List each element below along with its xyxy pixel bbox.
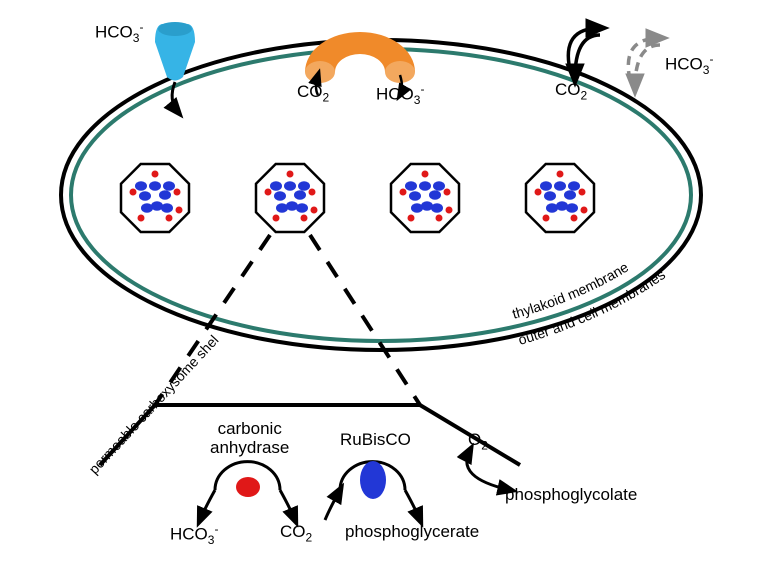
rubisco-arrow-left [325,490,340,520]
label-phosphoglycerate: phosphoglycerate [345,522,479,542]
carboxysome [391,164,459,232]
carboxysome [256,164,324,232]
anhydrase-arrow-right [280,490,295,520]
diagram-stage: thylakoid membrane outer and cell membra… [0,0,763,576]
label-rubisco: RuBisCO [340,430,411,450]
label-detail-co2: CO2 [280,522,312,544]
anhydrase-arrow-left [200,490,215,520]
label-hco3-mid: HCO3- [376,82,424,107]
carboxysome [121,164,189,232]
detail-shell [100,405,520,465]
label-o2: O2 [468,430,488,452]
rubisco-icon [340,461,405,499]
label-hco3-left: HCO3- [95,20,143,45]
label-hco3-right: HCO3- [665,52,713,77]
rubisco-arrow-right [405,490,420,520]
label-detail-hco3: HCO3- [170,522,218,547]
label-co2-mid: CO2 [297,82,329,104]
label-anhydrase: carbonic anhydrase [210,420,289,457]
anhydrase-icon [215,462,280,497]
label-co2-right: CO2 [555,80,587,102]
carboxysomes [121,164,594,232]
hco3-diffusion-in [635,45,660,88]
label-phosphoglycolate: phosphoglycolate [505,485,637,505]
zoom-line-right [310,235,420,405]
carboxysome [526,164,594,232]
